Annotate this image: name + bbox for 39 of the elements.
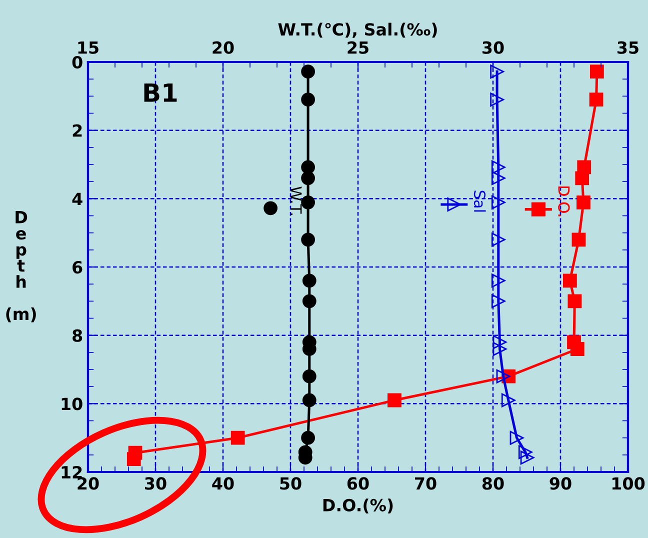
x-tick-label: 100 [612,477,645,490]
x2-tick-label: 15 [78,42,98,54]
x-axis-title: D.O.(%) [323,498,393,514]
x-tick-label: 50 [280,477,302,490]
point [576,195,590,210]
x2-tick-label: 35 [618,41,638,54]
point [570,342,584,356]
x2-tick-label: 30 [482,41,504,54]
x-tick-label: 40 [212,477,234,490]
y-tick-label: 4 [72,192,82,205]
annotation: B1 [144,83,177,102]
x-tick-label: 20 [78,477,99,490]
y-axis-title: Depth (m) [6,211,36,322]
y-tick-label: 6 [72,260,82,274]
y-tick-label: 8 [72,329,82,342]
y-tick-label: 2 [72,124,82,137]
x-tick-label: 70 [415,477,436,490]
point [575,171,590,186]
y-tick-label: 10 [62,398,82,410]
legend-label: Sal [474,190,486,212]
x-tick-label: 90 [550,477,572,490]
x-tick-label: 30 [145,477,166,490]
point [563,274,577,288]
point [126,452,141,466]
x2-tick-label: 25 [348,41,368,54]
point [589,92,604,107]
x-tick-label: 60 [347,477,369,490]
y-tick-label: 0 [72,56,82,69]
point [230,430,245,445]
point [572,232,586,247]
legend-label: D.O. [558,186,570,216]
point [388,393,402,408]
y-tick-label: 12 [62,466,82,478]
point [590,64,604,79]
x-tick-label: 80 [482,477,504,490]
point [568,294,582,308]
x2-axis-title: W.T.(℃), Sal.(‰) [278,22,437,38]
legend-label: W.T. [290,186,302,216]
x2-tick-label: 20 [212,41,234,54]
